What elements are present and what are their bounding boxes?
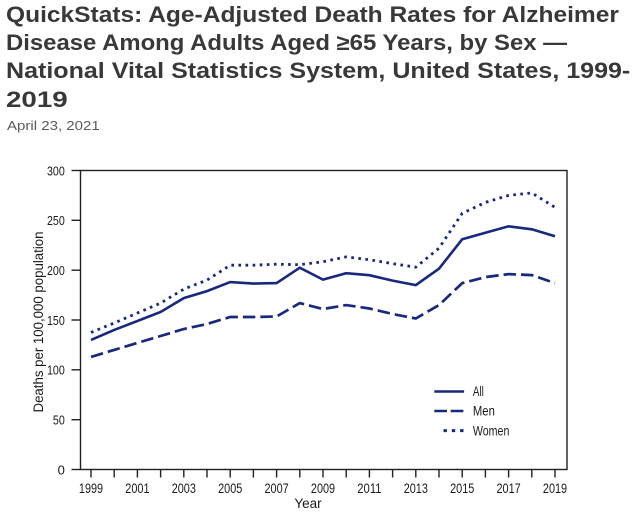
svg-text:200: 200: [47, 263, 65, 278]
svg-text:150: 150: [47, 313, 65, 328]
svg-text:2005: 2005: [218, 481, 242, 496]
svg-text:100: 100: [47, 363, 65, 378]
svg-text:2019: 2019: [543, 481, 567, 496]
svg-text:2015: 2015: [450, 481, 474, 496]
svg-text:2007: 2007: [265, 481, 289, 496]
svg-text:2017: 2017: [497, 481, 521, 496]
svg-text:300: 300: [47, 163, 65, 178]
svg-text:50: 50: [53, 413, 65, 428]
svg-text:0: 0: [58, 462, 65, 477]
svg-text:2001: 2001: [125, 481, 149, 496]
svg-text:2003: 2003: [172, 481, 196, 496]
svg-text:2013: 2013: [404, 481, 428, 496]
svg-text:All: All: [473, 384, 484, 399]
svg-text:Year: Year: [294, 496, 322, 511]
svg-text:2009: 2009: [311, 481, 335, 496]
svg-text:2011: 2011: [357, 481, 381, 496]
svg-text:250: 250: [47, 213, 65, 228]
svg-text:Deaths per 100,000 population: Deaths per 100,000 population: [31, 232, 46, 413]
svg-text:Women: Women: [473, 423, 510, 438]
svg-text:1999: 1999: [79, 481, 103, 496]
svg-text:Men: Men: [473, 404, 495, 419]
